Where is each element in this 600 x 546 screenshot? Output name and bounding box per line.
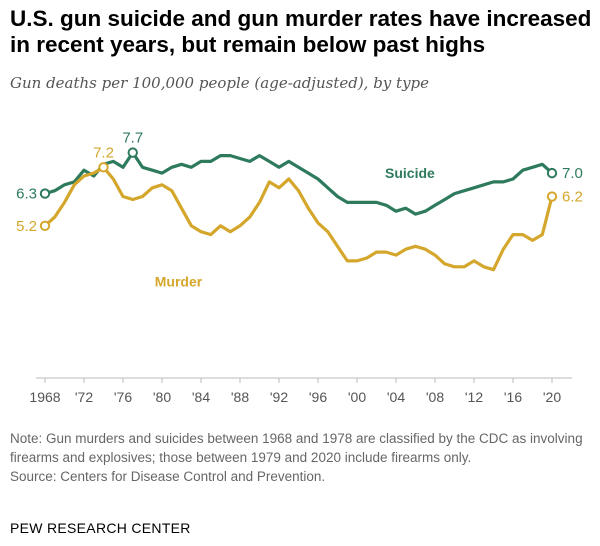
chart-note: Note: Gun murders and suicides between 1… — [10, 429, 590, 486]
series-label-murder: Murder — [155, 273, 203, 289]
data-point-marker — [546, 167, 558, 179]
data-point-marker — [546, 191, 558, 202]
x-tick-label: '76 — [114, 389, 132, 405]
x-tick-label: '96 — [309, 389, 327, 405]
source-text: Source: Centers for Disease Control and … — [10, 469, 326, 484]
series-line-suicide — [43, 151, 554, 216]
data-point-marker — [98, 162, 109, 173]
x-tick-label: '92 — [270, 389, 288, 405]
data-point-marker — [39, 188, 51, 199]
note-text: Note: Gun murders and suicides between 1… — [10, 431, 583, 465]
x-tick-label: 1968 — [29, 389, 60, 405]
x-tick-label: '12 — [465, 389, 483, 405]
data-point-marker — [127, 147, 138, 158]
x-tick-label: '04 — [387, 389, 405, 405]
series-label-suicide: Suicide — [385, 165, 435, 181]
x-tick-label: '08 — [426, 389, 444, 405]
data-label: 6.2 — [562, 189, 583, 206]
x-tick-label: '00 — [348, 389, 366, 405]
data-label: 6.3 — [16, 186, 37, 203]
chart-subtitle: Gun deaths per 100,000 people (age-adjus… — [10, 74, 430, 92]
brand-name: PEW RESEARCH CENTER — [10, 520, 191, 536]
x-tick-label: '20 — [543, 389, 561, 405]
data-label: 7.7 — [122, 130, 143, 147]
data-label: 7.2 — [93, 144, 114, 161]
x-tick-label: '84 — [192, 389, 210, 405]
chart-title: U.S. gun suicide and gun murder rates ha… — [10, 6, 592, 57]
data-point-marker — [39, 220, 51, 232]
x-tick-label: '72 — [75, 389, 93, 405]
x-tick-label: '16 — [504, 389, 522, 405]
line-chart: 1968 '72 '76 '80 '84 '88 '92 '96 '00 '04 '08 '12 '16… — [16, 130, 583, 405]
data-label: 5.2 — [16, 218, 37, 235]
series-line-murder — [43, 165, 554, 272]
data-label: 7.0 — [562, 165, 583, 182]
x-tick-label: '88 — [231, 389, 249, 405]
x-tick-label: '80 — [153, 389, 171, 405]
